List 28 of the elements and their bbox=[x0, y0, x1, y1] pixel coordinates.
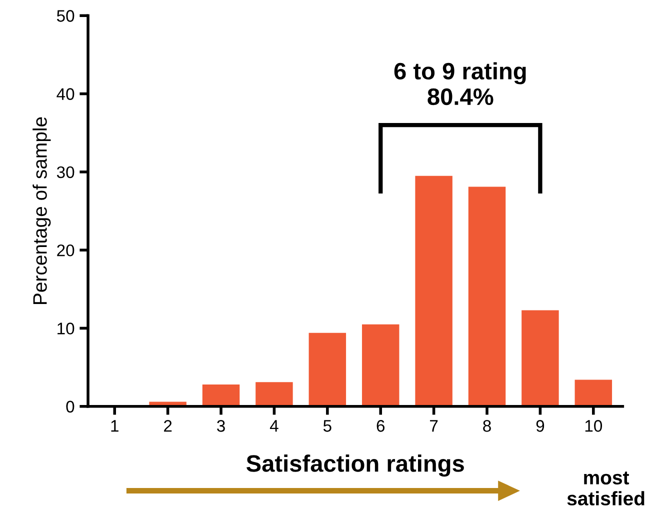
x-axis-title: Satisfaction ratings bbox=[246, 454, 464, 477]
bar bbox=[574, 380, 612, 406]
y-tick-label: 0 bbox=[66, 400, 74, 413]
bar bbox=[202, 384, 240, 406]
y-tick-label: 50 bbox=[56, 10, 74, 22]
y-tick-label: 20 bbox=[57, 244, 74, 256]
y-tick-label: 40 bbox=[56, 88, 74, 100]
bar bbox=[256, 382, 293, 406]
bar bbox=[522, 310, 559, 406]
x-tick-label: 3 bbox=[217, 420, 225, 432]
x-tick-label: 5 bbox=[323, 420, 332, 432]
y-axis-title: Percentage of sample bbox=[32, 117, 51, 304]
bar bbox=[468, 186, 506, 406]
x-tick-label: 4 bbox=[270, 420, 278, 432]
x-tick-label: 8 bbox=[483, 420, 491, 432]
bar bbox=[415, 176, 452, 406]
x-tick-label: 2 bbox=[164, 420, 172, 432]
text: most satisfied bbox=[567, 472, 644, 506]
x-tick-label: 10 bbox=[585, 420, 602, 432]
annotation: 6 to 9 rating 80.4% bbox=[394, 62, 526, 106]
y-tick-label: 30 bbox=[56, 166, 74, 178]
x-tick-label: 7 bbox=[430, 420, 438, 432]
bar bbox=[362, 324, 400, 406]
x-tick-label: 1 bbox=[111, 420, 118, 432]
x-tick-label: 6 bbox=[376, 420, 385, 432]
bar bbox=[308, 332, 346, 406]
y-tick-label: 10 bbox=[58, 322, 74, 334]
x-tick-label: 9 bbox=[536, 420, 544, 432]
